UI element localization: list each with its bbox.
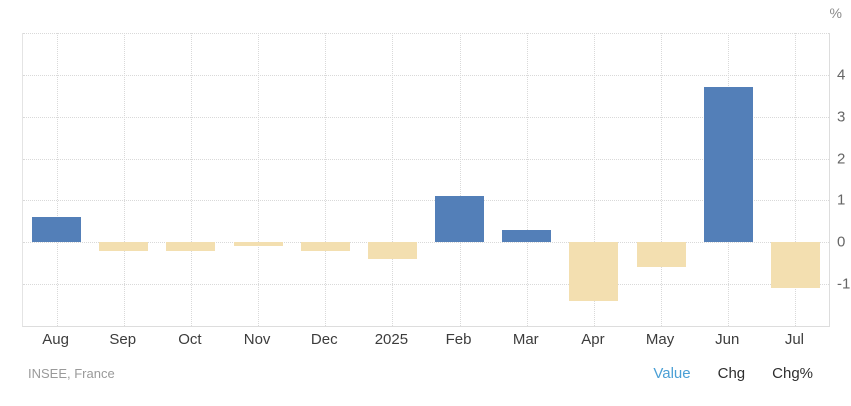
toggle-value[interactable]: Value [653,365,691,382]
source-label: INSEE, France [28,366,115,381]
x-tick-label: Jun [715,331,740,348]
gridline-vertical [123,33,125,326]
bar-mar[interactable] [502,229,552,243]
gridline-vertical [190,33,192,326]
x-tick-label: Aug [42,331,69,348]
gridline-horizontal [23,284,829,286]
gridline-vertical [661,33,663,326]
gridline-vertical [325,33,327,326]
gridline-vertical [593,33,595,326]
x-tick-label: 2025 [374,331,409,348]
gridline-vertical [392,33,394,326]
gridline-horizontal [23,200,829,202]
series-toggle-group: Value Chg Chg% [653,365,813,382]
gridline-horizontal [23,33,829,34]
bar-nov[interactable] [233,242,283,247]
y-tick-label: 3 [837,108,846,126]
gridline-horizontal [23,242,829,244]
y-tick-label: 2 [837,150,846,168]
y-tick-label: -1 [837,275,851,293]
bar-sep[interactable] [99,242,149,251]
y-axis-unit-label: % [829,5,842,21]
bar-aug[interactable] [32,217,82,243]
gridline-vertical [526,33,528,326]
plot-area [22,33,830,327]
gridline-horizontal [23,158,829,160]
bar-jun[interactable] [703,87,753,243]
x-tick-label: Jul [784,331,804,348]
bar-jul[interactable] [770,242,820,289]
x-tick-label: Sep [109,331,137,348]
toggle-chg-pct[interactable]: Chg% [772,365,813,382]
bar-dec[interactable] [300,242,350,251]
gridline-vertical [56,33,58,326]
gridline-horizontal [23,116,829,118]
bar-oct[interactable] [166,242,216,251]
x-tick-label: Apr [581,331,605,348]
x-tick-label: Mar [512,331,539,348]
gridline-vertical [258,33,260,326]
y-tick-label: 4 [837,66,846,84]
toggle-chg[interactable]: Chg [717,365,746,382]
x-tick-label: Dec [310,331,338,348]
x-tick-label: Feb [445,331,472,348]
bar-may[interactable] [636,242,686,268]
bar-feb[interactable] [435,196,485,243]
gridline-horizontal [23,74,829,76]
bar-2025[interactable] [367,242,417,260]
gridline-vertical [795,33,797,326]
y-tick-label: 0 [837,233,846,251]
x-tick-label: May [645,331,675,348]
gridline-vertical [459,33,461,326]
x-tick-label: Oct [178,331,202,348]
y-tick-label: 1 [837,191,846,209]
bar-apr[interactable] [569,242,619,301]
x-tick-label: Nov [243,331,271,348]
